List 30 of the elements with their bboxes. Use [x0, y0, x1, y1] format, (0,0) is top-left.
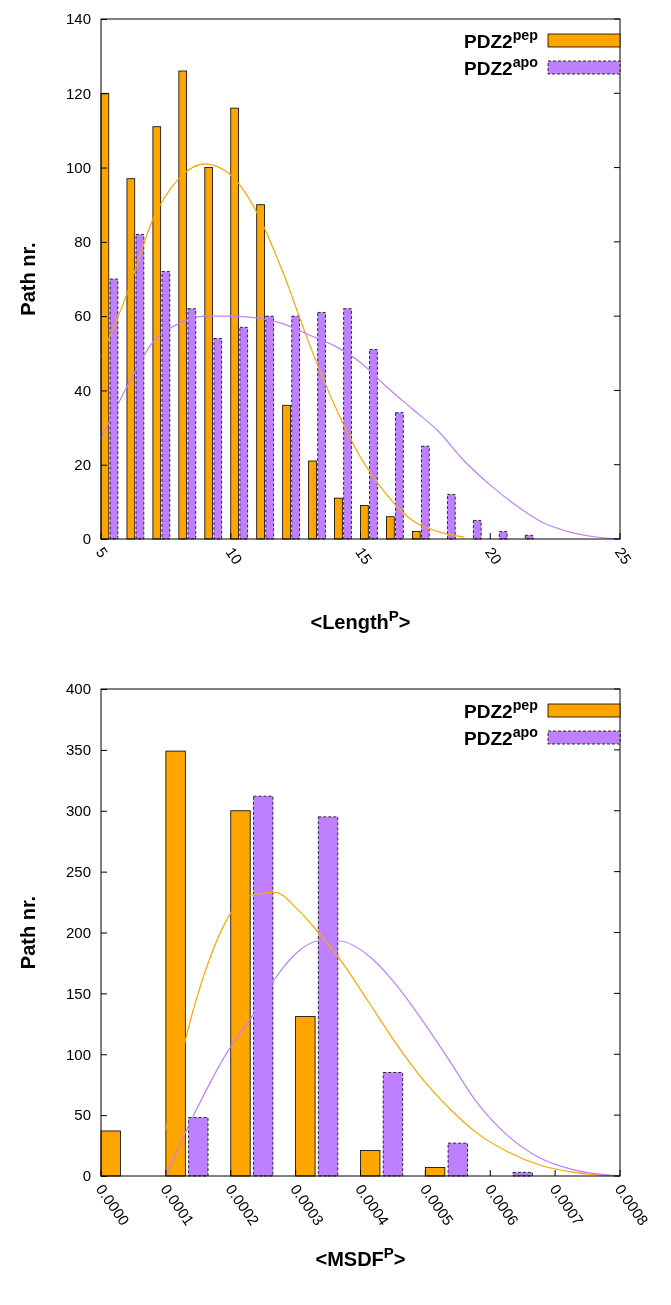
y-tick-label: 250	[65, 862, 91, 880]
legend-label: PDZ2$^{apo}$	[464, 54, 539, 79]
y-tick-label: 40	[74, 381, 91, 399]
legend-label: PDZ2$^{apo}$	[464, 724, 539, 749]
y-tick-label: 400	[65, 680, 91, 698]
y-tick-label: 100	[65, 1045, 91, 1063]
y-tick-label: 0	[82, 530, 91, 548]
legend-label: PDZ2$^{pep}$	[464, 697, 539, 722]
y-tick-label: 0	[82, 1167, 91, 1185]
y-tick-label: 50	[74, 1106, 91, 1124]
y-tick-label: 100	[65, 158, 91, 176]
y-tick-label: 60	[74, 307, 91, 325]
x-tick-label: 5	[92, 543, 112, 561]
x-axis-title: <Length$^{P}$>	[310, 606, 411, 633]
y-tick-label: 150	[65, 984, 91, 1002]
y-tick-label: 20	[74, 456, 91, 474]
y-tick-label: 120	[65, 84, 91, 102]
x-axis-title: <MSDF$^{P}$>	[315, 1243, 406, 1270]
y-axis-title: Path nr.	[17, 242, 39, 316]
y-tick-label: 200	[65, 923, 91, 941]
x-tick-label: 20	[481, 543, 506, 568]
legend-label: PDZ2$^{pep}$	[464, 27, 539, 52]
x-tick-label: 10	[222, 543, 246, 568]
y-tick-label: 350	[65, 741, 91, 759]
y-tick-label: 80	[74, 233, 91, 251]
y-tick-label: 300	[65, 802, 91, 820]
x-tick-label: 25	[611, 543, 636, 568]
y-axis-title: Path nr.	[17, 895, 39, 970]
y-tick-label: 140	[65, 10, 91, 28]
x-tick-label: 15	[352, 543, 376, 568]
